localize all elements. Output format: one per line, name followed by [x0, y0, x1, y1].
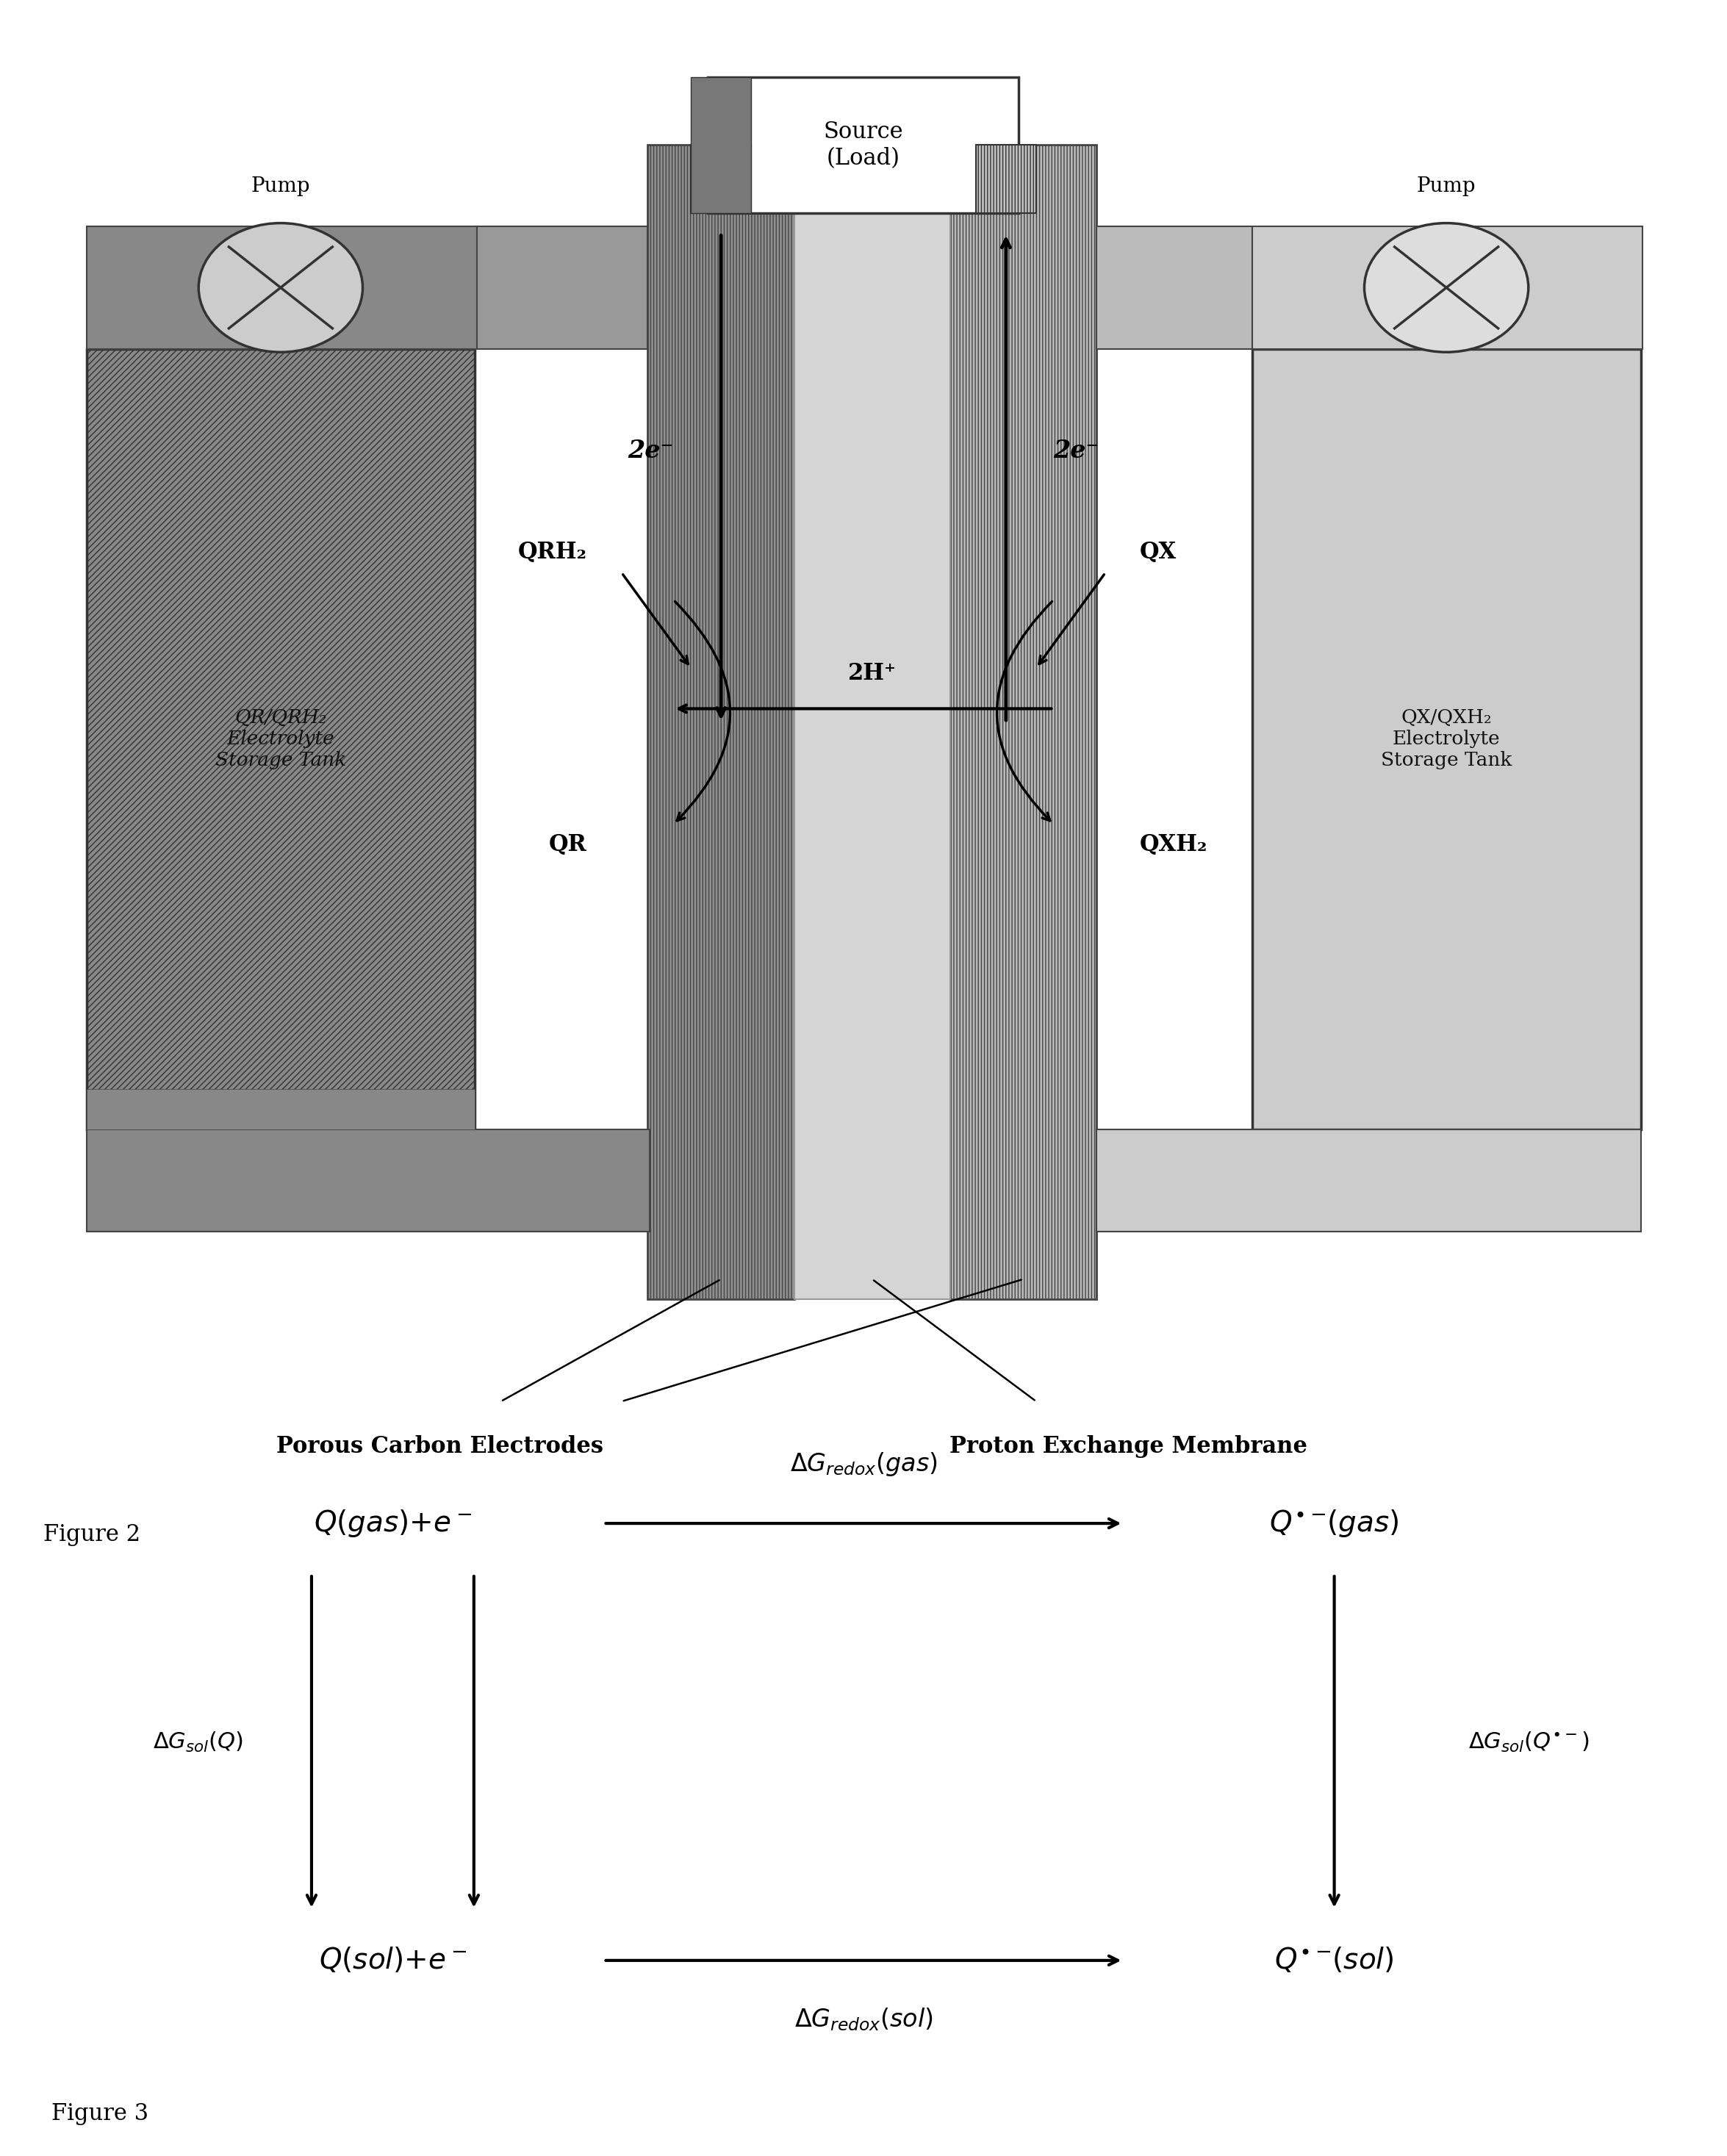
Text: QX/QXH₂
Electrolyte
Storage Tank: QX/QXH₂ Electrolyte Storage Tank — [1382, 709, 1511, 770]
Bar — [648, 144, 794, 1300]
Text: QR: QR — [549, 832, 587, 856]
Text: 2H⁺: 2H⁺ — [848, 662, 896, 686]
Bar — [708, 78, 1019, 213]
Text: Figure 3: Figure 3 — [52, 2102, 149, 2126]
Text: Source
(Load): Source (Load) — [824, 121, 903, 170]
Text: 2e⁻: 2e⁻ — [629, 438, 674, 464]
Text: $\it{\Delta G_{sol}(Q)}$: $\it{\Delta G_{sol}(Q)}$ — [154, 1729, 244, 1753]
Text: $\it{\Delta G_{sol}(Q^{\bullet-})}$: $\it{\Delta G_{sol}(Q^{\bullet-})}$ — [1468, 1729, 1591, 1753]
Bar — [86, 349, 475, 1130]
Bar — [1097, 226, 1252, 349]
Text: $\it{Q(gas)}$$ + e^-$: $\it{Q(gas)}$$ + e^-$ — [314, 1507, 471, 1539]
Text: QX: QX — [1140, 541, 1176, 565]
Bar — [475, 226, 648, 349]
Bar — [86, 226, 477, 349]
Circle shape — [199, 222, 363, 351]
Text: QXH₂: QXH₂ — [1140, 832, 1207, 856]
Bar — [1097, 1130, 1641, 1231]
Text: 2e⁻: 2e⁻ — [1053, 438, 1098, 464]
Text: Porous Carbon Electrodes: Porous Carbon Electrodes — [276, 1436, 603, 1457]
Text: $Q^{\bullet-}\!\it{(gas)}$: $Q^{\bullet-}\!\it{(gas)}$ — [1269, 1507, 1399, 1539]
Text: Proton Exchange Membrane: Proton Exchange Membrane — [950, 1436, 1307, 1457]
Text: QRH₂: QRH₂ — [518, 541, 587, 565]
Text: $\it{\Delta G_{redox}(gas)}$: $\it{\Delta G_{redox}(gas)}$ — [789, 1451, 938, 1477]
Text: Figure 2: Figure 2 — [43, 1524, 140, 1546]
Text: Pump: Pump — [250, 177, 311, 196]
Bar — [794, 144, 950, 1300]
Bar — [1252, 226, 1642, 349]
Bar — [1252, 349, 1641, 1130]
Bar — [976, 144, 1036, 213]
Text: QR/QRH₂
Electrolyte
Storage Tank: QR/QRH₂ Electrolyte Storage Tank — [216, 709, 345, 770]
Text: $\it{Q(sol)}$$ + e^-$: $\it{Q(sol)}$$ + e^-$ — [319, 1947, 466, 1975]
Circle shape — [1364, 222, 1528, 351]
Text: $Q^{\bullet-}\!\it{(sol)}$: $Q^{\bullet-}\!\it{(sol)}$ — [1275, 1947, 1394, 1975]
Bar — [950, 144, 1097, 1300]
Bar — [691, 78, 751, 213]
Bar — [691, 144, 751, 213]
Bar — [86, 1089, 475, 1130]
Bar — [86, 1130, 649, 1231]
Text: Pump: Pump — [1416, 177, 1477, 196]
Text: $\it{\Delta G_{redox}(sol)}$: $\it{\Delta G_{redox}(sol)}$ — [794, 2005, 933, 2033]
